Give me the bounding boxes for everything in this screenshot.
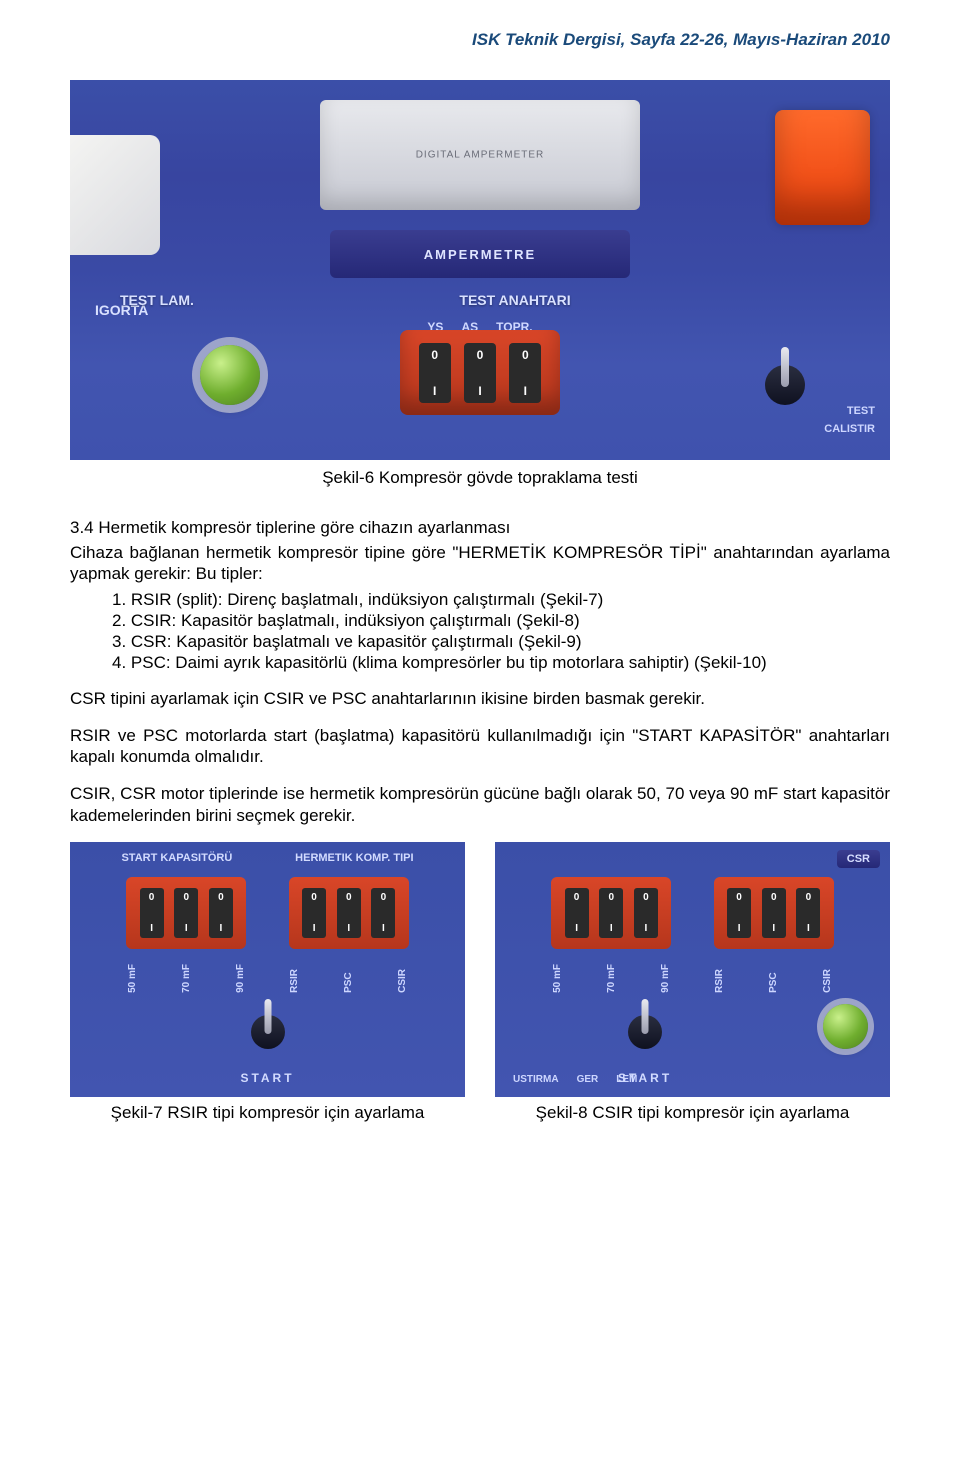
figure-6-caption: Şekil-6 Kompresör gövde topraklama testi — [70, 468, 890, 488]
test-lamp-button — [200, 345, 260, 405]
sp8-50mf: 50 mF — [546, 962, 569, 995]
figure-7-caption: Şekil-7 RSIR tipi kompresör için ayarlam… — [70, 1103, 465, 1123]
sp8-70mf: 70 mF — [600, 962, 623, 995]
dip-switch-2: 0I — [464, 343, 496, 403]
test-dip-switch-block: 0I 0I 0I — [400, 330, 560, 415]
sp8-dip-right: 0I 0I 0I — [714, 877, 834, 949]
sp8-90mf: 90 mF — [654, 962, 677, 995]
sp8-toggle — [641, 1009, 649, 1049]
sp8-dip-left: 0I 0I 0I — [551, 877, 671, 949]
ampermetre-tag: AMPERMETRE — [330, 230, 630, 278]
sp7-toggle — [264, 1009, 272, 1049]
right-label-column: TEST CALISTIR — [824, 405, 875, 435]
sp8-csir: CSIR — [816, 962, 839, 995]
page-header: ISK Teknik Dergisi, Sayfa 22-26, Mayıs-H… — [70, 30, 890, 50]
digital-ampermeter — [320, 100, 640, 210]
sp7-csir: CSIR — [391, 962, 414, 995]
list-item-4: 4. PSC: Daimi ayrık kapasitörlü (klima k… — [112, 652, 890, 673]
sp8-csr-tag: CSR — [837, 850, 880, 868]
dip-switch-3: 0I — [509, 343, 541, 403]
figure-7-photo: START KAPASITÖRÜ HERMETIK KOMP. TIPI 0I … — [70, 842, 465, 1097]
panel-white-edge — [70, 135, 160, 255]
sp7-start-label: START — [240, 1071, 294, 1085]
figure-7-8-captions: Şekil-7 RSIR tipi kompresör için ayarlam… — [70, 1103, 890, 1123]
label-calistir: CALISTIR — [824, 423, 875, 435]
paragraph-rsir-psc: RSIR ve PSC motorlarda start (başlatma) … — [70, 725, 890, 768]
sp7-label-start-kap: START KAPASITÖRÜ — [121, 852, 232, 864]
section-intro: Cihaza bağlanan hermetik kompresör tipin… — [70, 542, 890, 585]
sp7-label-hermetik: HERMETIK KOMP. TIPI — [295, 852, 413, 864]
list-item-2: 2. CSIR: Kapasitör başlatmalı, indüksiyo… — [112, 610, 890, 631]
dip-switch-1: 0I — [419, 343, 451, 403]
list-item-3: 3. CSR: Kapasitör başlatmalı ve kapasitö… — [112, 631, 890, 652]
section-3-4-title: 3.4 Hermetik kompresör tiplerine göre ci… — [70, 518, 890, 538]
sp7-dip-right: 0I 0I 0I — [289, 877, 409, 949]
sp7-90mf: 90 mF — [229, 962, 252, 995]
sp7-50mf: 50 mF — [121, 962, 144, 995]
figure-7-8-row: START KAPASITÖRÜ HERMETIK KOMP. TIPI 0I … — [70, 842, 890, 1097]
sp8-rsir: RSIR — [708, 962, 731, 995]
figure-8-photo: CSR 0I 0I 0I 0I 0I 0I 50 mF 70 mF 90 mF … — [495, 842, 890, 1097]
panel-label-row: TEST LAM. TEST ANAHTARI . — [70, 292, 890, 308]
test-toggle-switch — [770, 350, 800, 405]
sp7-rsir: RSIR — [283, 962, 306, 995]
sp7-dip-left: 0I 0I 0I — [126, 877, 246, 949]
sp8-start-label: START — [618, 1071, 672, 1085]
power-rocker-switch — [775, 110, 870, 225]
compressor-type-list: 1. RSIR (split): Direnç başlatmalı, indü… — [70, 589, 890, 674]
sp7-70mf: 70 mF — [175, 962, 198, 995]
paragraph-csir-csr: CSIR, CSR motor tiplerinde ise hermetik … — [70, 783, 890, 826]
label-test-anahtari: TEST ANAHTARI — [459, 292, 570, 308]
paragraph-csr: CSR tipini ayarlamak için CSIR ve PSC an… — [70, 688, 890, 709]
figure-6-photo: IGORTA AMPERMETRE TEST LAM. TEST ANAHTAR… — [70, 80, 890, 460]
list-item-1: 1. RSIR (split): Direnç başlatmalı, indü… — [112, 589, 890, 610]
sp7-psc: PSC — [337, 962, 360, 995]
label-test-lam: TEST LAM. — [120, 292, 194, 308]
sp8-green-button — [823, 1004, 868, 1049]
figure-8-caption: Şekil-8 CSIR tipi kompresör için ayarlam… — [495, 1103, 890, 1123]
label-test: TEST — [824, 405, 875, 417]
sp8-psc: PSC — [762, 962, 785, 995]
